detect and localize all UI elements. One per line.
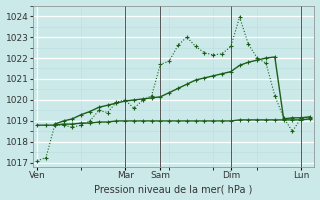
X-axis label: Pression niveau de la mer( hPa ): Pression niveau de la mer( hPa ): [94, 184, 253, 194]
